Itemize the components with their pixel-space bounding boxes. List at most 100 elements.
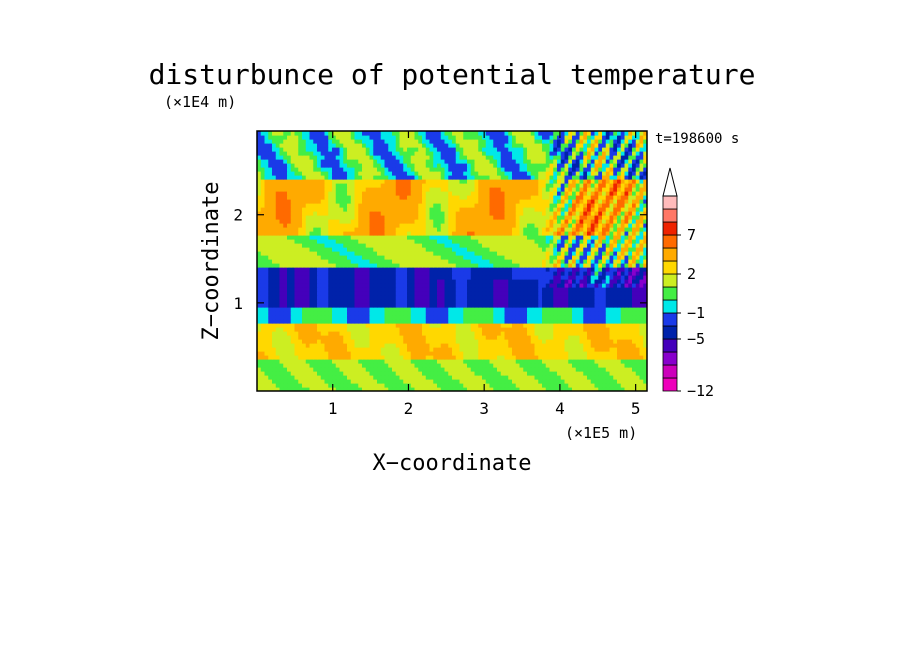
field-cell [628,279,633,284]
field-cell [530,335,536,340]
field-cell [343,235,348,240]
field-cell [519,255,524,260]
field-cell [560,383,566,388]
field-cell [444,327,449,332]
field-cell [643,383,647,388]
field-cell [643,295,647,300]
field-cell [605,311,611,316]
field-cell [313,379,318,384]
field-cell [504,267,509,272]
field-cell [463,343,468,348]
field-cell [384,339,389,344]
field-cell [560,207,566,212]
field-cell [530,319,536,324]
field-cell [403,331,408,336]
field-cell [264,227,269,232]
field-cell [632,371,637,376]
field-cell [260,387,266,391]
field-cell [617,343,622,348]
field-cell [617,231,622,236]
field-cell [407,267,412,272]
field-cell [545,263,551,268]
field-cell [594,375,599,380]
field-cell [590,383,596,388]
field-cell [418,291,423,296]
field-cell [414,247,419,252]
field-cell [500,355,506,360]
field-cell [628,335,633,340]
field-cell [388,227,393,232]
field-cell [575,323,581,328]
field-cell [418,263,423,268]
field-cell [583,207,588,212]
field-cell [538,287,543,292]
field-cell [515,367,521,372]
field-cell [478,267,483,272]
field-cell [568,295,573,300]
field-cell [545,287,551,292]
field-cell [598,227,603,232]
field-cell [414,303,419,308]
field-cell [283,351,288,356]
field-cell [474,211,479,216]
field-cell [485,303,491,308]
field-cell [279,331,284,336]
field-cell [609,231,614,236]
field-cell [643,207,647,212]
field-cell [549,287,554,292]
field-cell [613,255,618,260]
field-cell [440,243,446,248]
field-cell [425,263,431,268]
field-cell [508,343,513,348]
field-cell [557,371,562,376]
field-cell [294,339,299,344]
field-cell [422,211,427,216]
field-cell [343,379,348,384]
field-cell [643,247,647,252]
field-cell [324,259,329,264]
field-cell [459,211,464,216]
field-cell [298,351,303,356]
field-cell [497,211,502,216]
field-cell [380,379,386,384]
field-cell [508,239,513,244]
field-cell [362,387,367,391]
field-cell [403,247,408,252]
field-cell [587,235,592,240]
field-cell [459,387,464,391]
field-cell [617,323,622,328]
field-cell [444,231,449,236]
field-cell [512,339,517,344]
field-cell [287,279,292,284]
field-cell [583,211,588,216]
field-cell [347,279,352,284]
field-cell [279,243,284,248]
field-cell [549,371,554,376]
field-cell [452,279,457,284]
field-cell [620,275,626,280]
field-cell [489,359,494,364]
field-cell [572,255,577,260]
field-cell [433,303,438,308]
field-cell [317,343,322,348]
field-cell [617,199,622,204]
field-cell [388,319,393,324]
field-cell [530,239,536,244]
field-cell [542,299,547,304]
field-cell [534,231,539,236]
field-cell [407,367,412,372]
field-cell [395,203,401,208]
field-cell [290,363,296,368]
field-cell [335,239,341,244]
field-cell [463,243,468,248]
field-cell [257,215,262,220]
field-cell [478,347,483,352]
field-cell [635,363,641,368]
field-cell [272,375,277,380]
field-cell [444,299,449,304]
field-cell [598,343,603,348]
field-cell [512,251,517,256]
field-cell [429,247,434,252]
field-cell [620,303,626,308]
field-cell [560,335,566,340]
